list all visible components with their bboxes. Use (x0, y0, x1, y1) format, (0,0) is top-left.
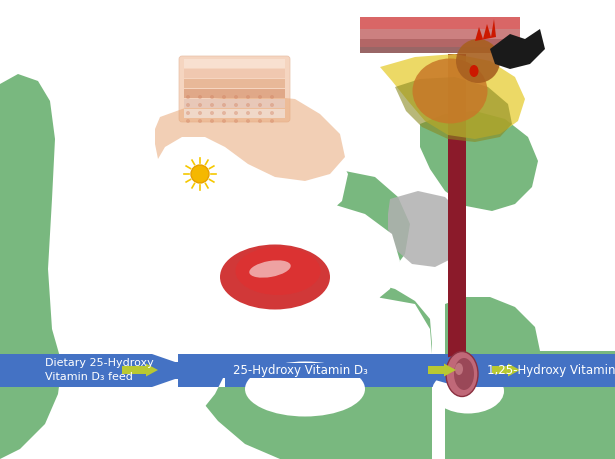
Ellipse shape (413, 59, 488, 124)
FancyArrow shape (492, 364, 520, 377)
Polygon shape (152, 354, 178, 387)
Ellipse shape (454, 358, 474, 390)
FancyArrow shape (428, 364, 456, 377)
Ellipse shape (249, 261, 291, 278)
Circle shape (186, 112, 190, 116)
Ellipse shape (455, 363, 463, 375)
Polygon shape (388, 191, 465, 268)
Polygon shape (155, 96, 345, 182)
FancyBboxPatch shape (179, 57, 290, 123)
Circle shape (246, 112, 250, 116)
Polygon shape (380, 55, 525, 140)
Circle shape (258, 112, 262, 116)
Text: Vitamin D₃: Vitamin D₃ (229, 227, 307, 242)
Circle shape (246, 120, 250, 124)
Ellipse shape (236, 247, 320, 295)
Ellipse shape (230, 274, 350, 344)
Polygon shape (62, 108, 172, 354)
Polygon shape (148, 354, 178, 387)
Circle shape (258, 120, 262, 124)
Bar (448, 55, 466, 374)
Bar (360, 48, 520, 54)
Polygon shape (62, 374, 225, 459)
Circle shape (198, 96, 202, 100)
Circle shape (186, 120, 190, 124)
Bar (184, 70, 285, 79)
Circle shape (234, 104, 238, 108)
Ellipse shape (469, 66, 478, 78)
Circle shape (222, 104, 226, 108)
Bar (184, 90, 285, 99)
Bar (178, 363, 428, 378)
Ellipse shape (245, 362, 365, 417)
Polygon shape (475, 20, 496, 42)
Polygon shape (215, 205, 345, 314)
Circle shape (270, 120, 274, 124)
Circle shape (191, 166, 209, 184)
Bar (148, 379, 178, 387)
Bar (360, 18, 520, 30)
Circle shape (234, 96, 238, 100)
Circle shape (198, 120, 202, 124)
Circle shape (186, 104, 190, 108)
Polygon shape (395, 78, 512, 143)
Polygon shape (62, 107, 432, 459)
Circle shape (246, 104, 250, 108)
Circle shape (198, 112, 202, 116)
Circle shape (270, 96, 274, 100)
Bar (184, 60, 285, 69)
Circle shape (222, 112, 226, 116)
Bar (184, 110, 285, 119)
Bar (360, 40, 520, 48)
Bar (148, 354, 178, 362)
Circle shape (246, 96, 250, 100)
Polygon shape (62, 25, 432, 354)
Bar (184, 80, 285, 89)
Polygon shape (0, 75, 62, 459)
Circle shape (210, 120, 214, 124)
Circle shape (222, 120, 226, 124)
Ellipse shape (220, 245, 330, 310)
Bar (0, 354, 615, 387)
Circle shape (234, 112, 238, 116)
Ellipse shape (260, 310, 360, 365)
Polygon shape (490, 30, 545, 70)
Bar (460, 354, 615, 387)
Text: 1,25-Hydroxy Vitamin D₃: 1,25-Hydroxy Vitamin D₃ (487, 364, 615, 377)
Circle shape (270, 112, 274, 116)
Circle shape (186, 96, 190, 100)
Bar (0, 354, 152, 387)
Text: 25-Hydroxy Vitamin D₃: 25-Hydroxy Vitamin D₃ (232, 364, 367, 377)
Circle shape (222, 96, 226, 100)
Polygon shape (420, 112, 538, 212)
FancyArrow shape (122, 364, 158, 377)
Polygon shape (428, 354, 460, 387)
Circle shape (234, 120, 238, 124)
Circle shape (198, 104, 202, 108)
Polygon shape (445, 297, 615, 459)
Circle shape (258, 104, 262, 108)
Circle shape (456, 40, 500, 84)
Ellipse shape (446, 352, 478, 397)
Circle shape (210, 96, 214, 100)
Circle shape (270, 104, 274, 108)
Text: Dietary 25-Hydroxy
Vitamin D₃ feed: Dietary 25-Hydroxy Vitamin D₃ feed (45, 357, 154, 381)
Bar (184, 100, 285, 109)
Bar (360, 30, 520, 40)
Circle shape (258, 96, 262, 100)
Circle shape (210, 112, 214, 116)
Ellipse shape (432, 369, 504, 414)
Circle shape (210, 104, 214, 108)
